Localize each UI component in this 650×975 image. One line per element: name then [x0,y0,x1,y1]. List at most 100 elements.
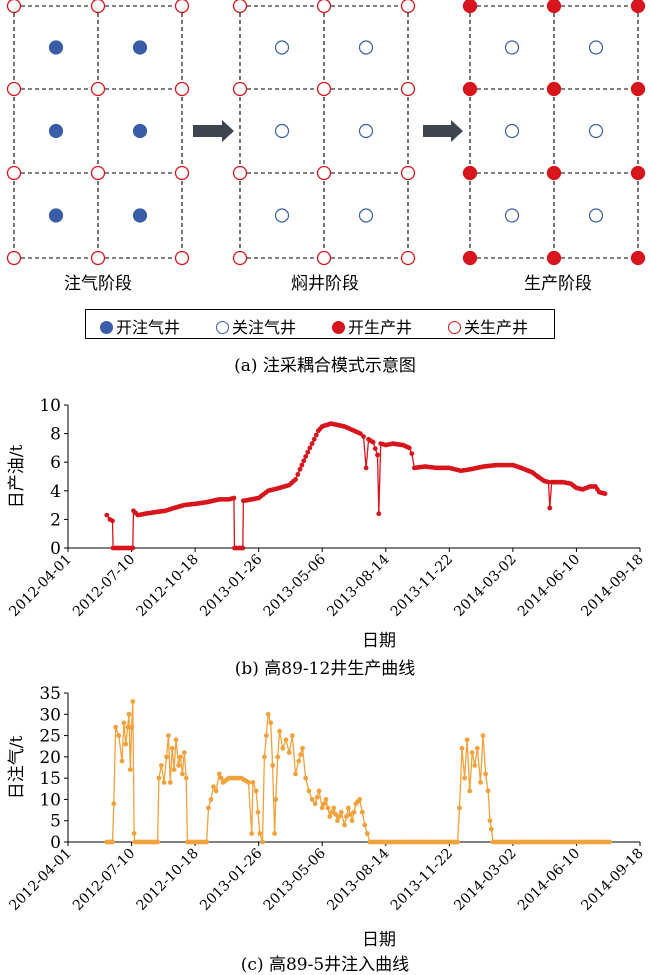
closed-producer-well [400,165,416,181]
data-point [474,745,480,751]
x-tick-label: 2012-10-18 [134,846,202,914]
data-point [485,788,491,794]
closed-injector-well [588,123,604,139]
data-point [131,831,137,836]
data-point [480,733,486,738]
data-point [488,826,494,832]
y-tick-label: 15 [39,769,61,789]
closed-injector-well [504,40,520,55]
caption-a: (a) 注采耦合模式示意图 [234,356,416,376]
data-point [130,545,136,551]
x-tick-label: 2013-11-22 [388,846,456,914]
data-point [277,728,282,734]
y-tick-label: 8 [50,425,61,445]
data-point [296,758,302,764]
data-point [166,733,171,738]
closed-injector-well [504,123,520,139]
data-point [359,809,365,815]
x-tick-label: 2012-07-10 [70,552,138,620]
chart-caption: (b) 高89-12井生产曲线 [235,659,416,679]
oil-production-chart: 02468102012-04-012012-07-102012-10-18201… [6,396,646,679]
data-point [323,797,329,802]
y-axis-label: 日产油/t [7,445,27,509]
data-point [298,752,303,758]
stage-label-soak: 焖井阶段 [291,274,359,294]
data-point [183,775,189,781]
data-point [260,839,265,845]
legend-label: 开注气井 [116,318,181,337]
data-point [110,839,115,845]
grid-soak-stage [232,0,416,266]
data-point [253,788,259,794]
data-point [125,724,131,730]
open-producer-well [546,165,562,181]
closed-producer-well [400,81,416,97]
y-tick-label: 0 [50,833,61,853]
data-point [110,518,115,524]
x-tick-label: 2014-09-18 [578,552,646,620]
data-point [335,818,340,824]
data-point [275,754,281,760]
x-tick-label: 2013-01-26 [197,551,265,619]
open-producer-well [546,250,562,266]
open-injector-well [132,40,148,55]
data-point [159,763,164,768]
closed-producer-well [232,0,248,14]
data-point [309,441,315,446]
data-point [364,831,370,836]
data-point [272,831,277,836]
closed-producer-well [174,81,190,97]
data-point [255,809,261,815]
closed-producer-well [6,81,22,97]
x-tick-label: 2013-01-26 [197,845,265,913]
data-point [602,491,608,497]
data-point [206,805,211,811]
data-point [301,458,307,464]
data-point [331,805,337,811]
x-axis-label: 日期 [362,930,396,950]
data-point [457,805,462,811]
x-tick-label: 2014-03-02 [451,552,519,620]
x-tick-label: 2012-07-10 [70,846,138,914]
data-point [311,436,317,442]
y-axis-label: 日注气/t [7,736,27,800]
data-point [547,505,553,511]
open-producer-well [462,0,478,14]
data-point [204,839,210,845]
closed-injector-well [358,123,374,139]
data-point [358,431,363,436]
data-point [173,737,179,743]
data-point [327,814,333,819]
data-point [181,750,187,755]
data-point [309,797,315,802]
data-point [123,741,129,747]
data-point [338,809,344,815]
y-tick-label: 6 [50,453,61,473]
y-tick-label: 30 [39,705,61,725]
data-point [325,805,331,811]
data-point [303,454,309,459]
data-point [265,711,271,717]
data-point [345,805,351,811]
x-tick-label: 2013-08-14 [324,551,392,619]
data-point [321,801,327,807]
data-point [250,780,256,785]
data-point [467,788,473,794]
open-producer-well [630,0,646,14]
data-point [478,780,483,785]
data-point [293,477,298,482]
legend-label: 关生产井 [464,318,529,337]
legend-closed-producer: 关生产井 [448,314,528,338]
y-tick-label: 5 [50,812,61,832]
data-point [370,439,376,445]
filled-red-dot-icon [332,321,345,334]
data-point [129,724,135,730]
data-point [314,794,320,800]
x-tick-label: 2013-11-22 [388,552,456,620]
x-axis-label: 日期 [362,631,396,651]
stage-label-production: 生产阶段 [524,274,592,294]
open-injector-well [132,208,148,223]
open-blue-circle-icon [216,321,229,334]
x-tick-label: 2012-04-01 [6,552,74,620]
